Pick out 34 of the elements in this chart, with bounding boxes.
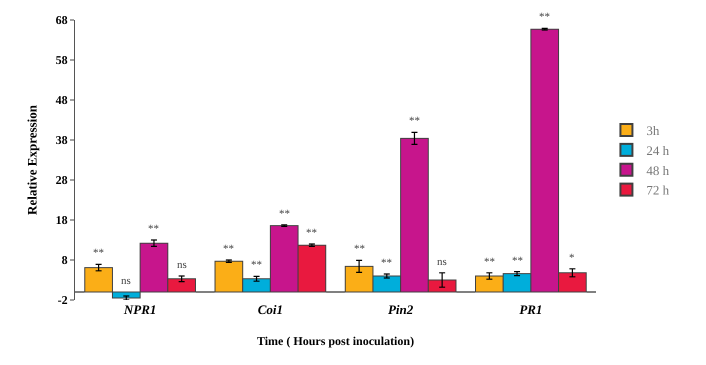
x-tick-label: Coi1	[258, 302, 284, 317]
data-label: ns	[437, 256, 447, 268]
data-label: **	[306, 227, 317, 239]
x-tick-label: NPR1	[122, 302, 156, 317]
y-tick-label: 68	[56, 13, 68, 28]
data-label: **	[223, 243, 234, 255]
y-tick-label: -2	[58, 293, 68, 308]
legend-label: 24 h	[646, 142, 670, 158]
y-tick-label: 28	[56, 173, 68, 188]
data-label: **	[251, 259, 262, 271]
legend-label: 48 h	[646, 162, 670, 178]
y-tick-label: 58	[56, 53, 68, 68]
data-label: ns	[121, 275, 131, 287]
data-label: **	[93, 247, 104, 259]
x-tick-label: Pin2	[388, 302, 414, 317]
data-label: **	[512, 255, 523, 267]
y-tick-label: 18	[56, 213, 68, 228]
data-label: **	[148, 223, 159, 235]
data-label: **	[381, 257, 392, 269]
data-label: *	[569, 252, 574, 264]
y-tick-label: 8	[62, 253, 68, 268]
legend-label: 72 h	[646, 182, 670, 198]
data-label: **	[484, 256, 495, 268]
data-label: **	[539, 11, 550, 23]
data-label: **	[409, 115, 420, 127]
data-label: **	[279, 208, 290, 220]
x-axis-title: Time ( Hours post inoculation)	[256, 334, 414, 348]
y-axis-title: Relative Expression	[24, 104, 40, 215]
data-label: **	[354, 243, 365, 255]
data-label: ns	[177, 259, 187, 271]
y-tick-label: 38	[56, 133, 68, 148]
y-tick-label: 48	[56, 93, 68, 108]
legend-label: 3h	[646, 123, 660, 138]
x-tick-label: PR1	[519, 302, 542, 317]
